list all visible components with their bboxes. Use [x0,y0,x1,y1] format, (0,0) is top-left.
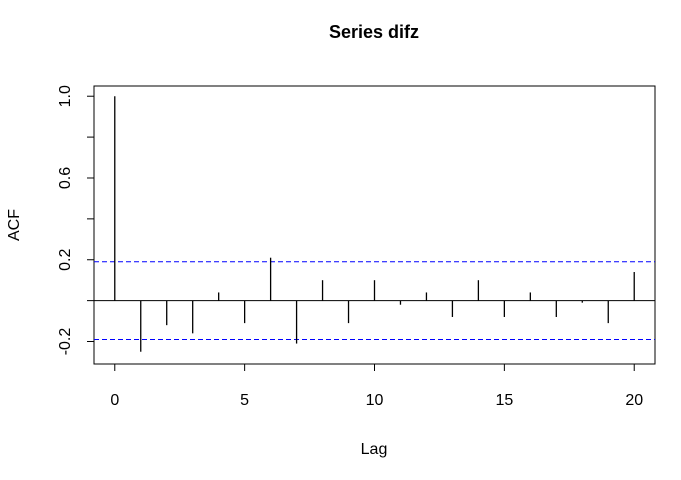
x-tick-label: 10 [366,392,384,409]
x-tick-label: 20 [625,392,643,409]
chart-title: Series difz [329,22,419,42]
y-tick-label: 0.6 [57,167,74,189]
y-tick-label: 1.0 [57,85,74,107]
plot-frame [93,85,656,365]
y-tick-label: 0.2 [57,249,74,271]
x-tick-label: 5 [240,392,249,409]
y-axis-label: ACF [6,209,23,241]
x-tick-label: 15 [495,392,513,409]
x-axis-label: Lag [361,441,388,458]
y-tick-label: -0.2 [57,328,74,356]
x-tick-label: 0 [110,392,119,409]
